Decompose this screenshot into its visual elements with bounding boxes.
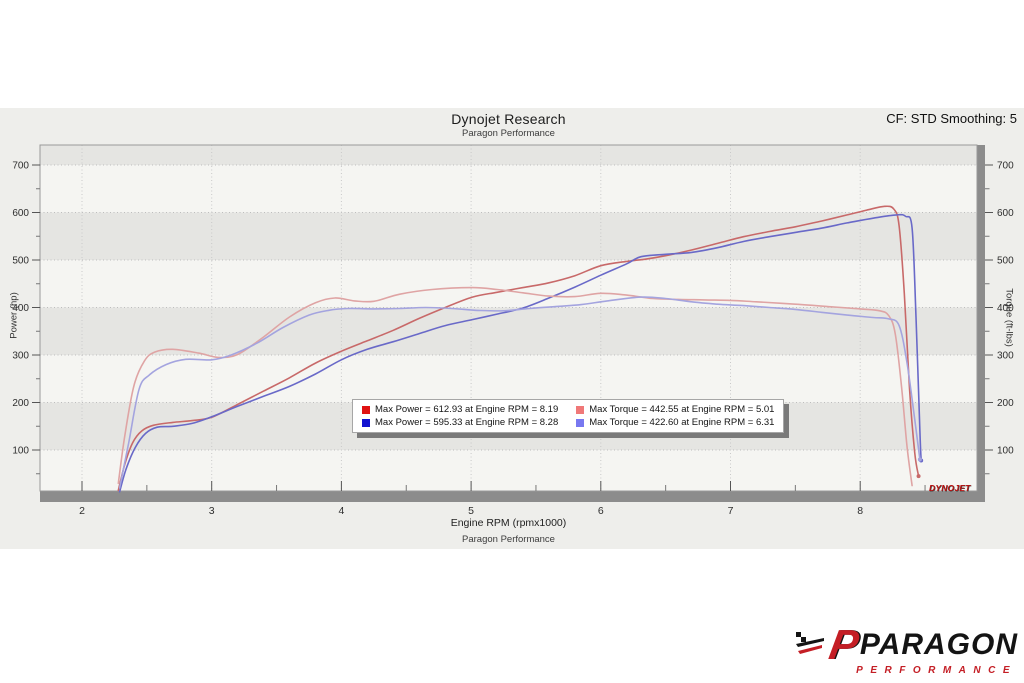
svg-text:700: 700 [12,161,29,172]
legend-label: Max Torque = 442.55 at Engine RPM = 5.01 [589,404,775,415]
svg-text:6: 6 [598,505,604,517]
y-axis-left-title: Power (hp) [8,292,20,339]
legend-label: Max Power = 595.33 at Engine RPM = 8.28 [375,417,559,428]
x-axis-title: Engine RPM (rpmx1000) [450,517,567,529]
legend-swatch-torque-run2-icon [576,418,585,427]
svg-text:200: 200 [997,398,1014,409]
curve-torque [118,296,921,489]
svg-text:600: 600 [997,208,1014,219]
axis-ticks-and-labels [32,164,993,491]
y-axis-right-title: Torque (ft-lbs) [1003,288,1015,347]
paragon-logo-row: P PARAGON [758,621,1018,668]
svg-text:300: 300 [12,351,29,362]
plot-frame [39,144,985,502]
legend-item-power-run2: Max Power = 595.33 at Engine RPM = 8.28 [362,417,558,428]
curve-power [118,213,922,493]
footer-subtitle: Paragon Performance [462,534,555,545]
plot-bands [40,145,977,491]
svg-text:5: 5 [468,505,474,517]
chart-subtitle: Paragon Performance [462,128,555,139]
paragon-p-glyph: P [825,621,863,668]
paragon-subtext: PERFORMANCE [856,664,1017,676]
legend-swatch-power-run1-icon [362,405,370,414]
svg-text:3: 3 [209,505,215,517]
svg-text:100: 100 [997,446,1014,457]
chart-title: Dynojet Research [451,111,566,127]
cf-smoothing-label: CF: STD Smoothing: 5 [886,111,1017,126]
legend-box: Max Power = 612.93 at Engine RPM = 8.19 … [352,399,785,433]
svg-text:4: 4 [338,505,344,517]
legend-item-torque-run2: Max Torque = 422.60 at Engine RPM = 6.31 [576,417,774,428]
svg-text:600: 600 [12,208,29,219]
svg-text:400: 400 [997,303,1014,314]
legend-item-torque-run1: Max Torque = 442.55 at Engine RPM = 5.01 [576,404,774,415]
plot-gridlines [40,145,977,491]
dynojet-logo: DYNOJET [929,483,971,493]
svg-text:300: 300 [997,351,1014,362]
curve-torque [117,286,913,487]
dyno-curves [117,205,924,493]
legend-item-power-run1: Max Power = 612.93 at Engine RPM = 8.19 [362,404,558,415]
svg-text:200: 200 [12,398,29,409]
legend-swatch-power-run2-icon [362,418,370,427]
legend-swatch-torque-run1-icon [576,405,585,414]
legend-label: Max Torque = 422.60 at Engine RPM = 6.31 [589,417,775,428]
svg-text:400: 400 [12,303,29,314]
paragon-logo: P PARAGON PERFORMANCE [758,621,1018,676]
svg-text:7: 7 [728,505,734,517]
svg-text:100: 100 [12,446,29,457]
svg-text:500: 500 [12,256,29,267]
legend-label: Max Power = 612.93 at Engine RPM = 8.19 [375,404,559,415]
svg-text:500: 500 [997,256,1014,267]
svg-text:8: 8 [857,505,863,517]
paragon-wordmark: PARAGON [859,627,1018,661]
svg-text:700: 700 [997,161,1014,172]
svg-text:2: 2 [79,505,85,517]
checkered-flag-icon [795,631,824,654]
